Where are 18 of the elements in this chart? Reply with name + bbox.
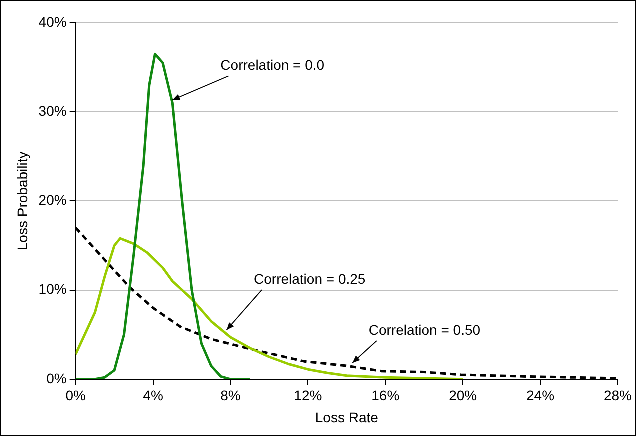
x-tick-label: 4%	[143, 388, 164, 404]
x-tick-label: 20%	[449, 388, 478, 404]
x-tick-label: 28%	[604, 388, 632, 404]
y-tick-label: 10%	[38, 281, 67, 298]
y-axis-title: Loss Probability	[14, 152, 30, 251]
annotation: Correlation = 0.50	[368, 322, 481, 338]
x-tick-label: 16%	[372, 388, 400, 404]
y-tick-label: 30%	[38, 102, 67, 119]
x-tick-label: 12%	[294, 388, 322, 404]
y-tick-label: 40%	[38, 14, 67, 30]
x-tick-label: 8%	[220, 388, 241, 404]
x-tick-label: 0%	[66, 388, 86, 404]
x-tick-label: 24%	[526, 388, 555, 404]
annotation: Correlation = 0.25	[254, 270, 366, 287]
x-axis-title: Loss Rate	[315, 409, 379, 426]
y-tick-label: 0%	[46, 370, 67, 386]
y-tick-label: 20%	[38, 192, 67, 208]
annotation: Correlation = 0.0	[220, 57, 325, 74]
